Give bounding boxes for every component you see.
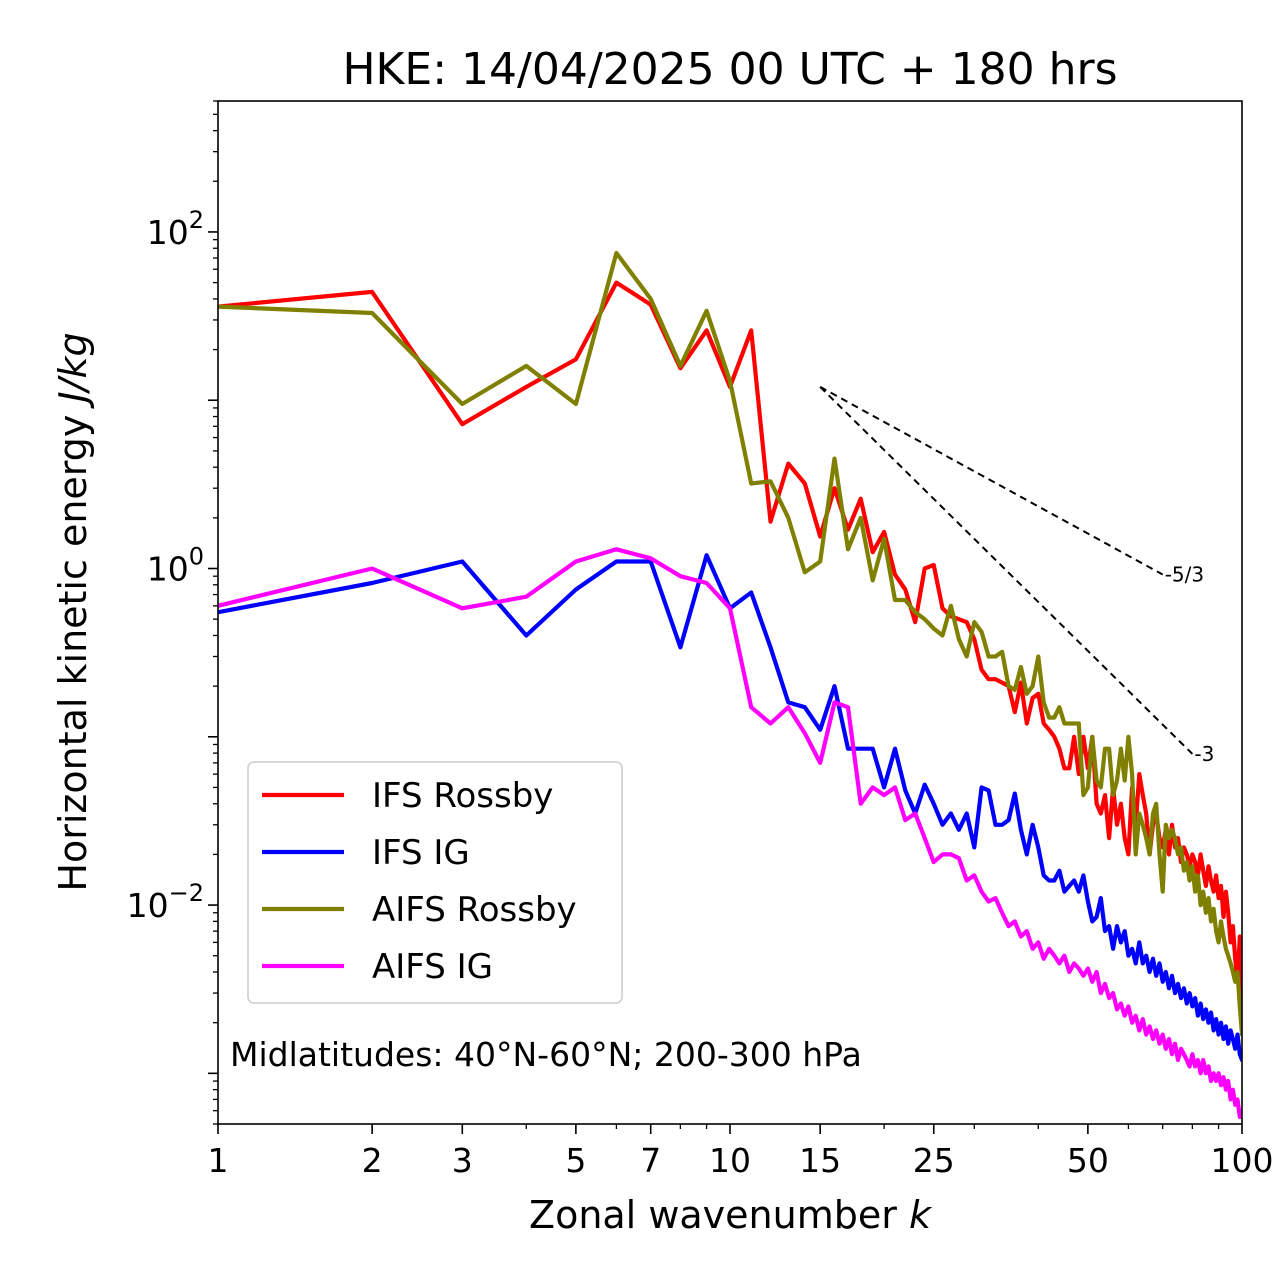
x-tick-label-25: 25 xyxy=(913,1141,955,1180)
series-line-3 xyxy=(218,250,1242,1037)
region-annotation: Midlatitudes: 40°N-60°N; 200-300 hPa xyxy=(230,1035,862,1074)
reference-slope-line-1 xyxy=(819,386,1164,576)
legend-label-2: IFS IG xyxy=(372,833,470,873)
legend: IFS Rossby IFS IG AIFS Rossby AIFS IG xyxy=(247,761,623,1004)
x-tick-label-15: 15 xyxy=(799,1141,841,1180)
x-tick-label-50: 50 xyxy=(1067,1141,1109,1180)
y-axis-label-text: Horizontal kinetic energy xyxy=(51,403,95,892)
y-tick-label-1: 102 xyxy=(147,206,204,252)
x-axis-label-text: Zonal wavenumber xyxy=(529,1193,909,1237)
reference-slope-line-2 xyxy=(819,386,1194,755)
x-tick-label-3: 3 xyxy=(452,1141,473,1180)
y-tick-label-2: 100 xyxy=(147,543,204,589)
reference-slope-layer: -5/3 -3 xyxy=(819,386,1214,766)
legend-items: IFS Rossby IFS IG AIFS Rossby AIFS IG xyxy=(262,776,577,987)
x-tick-label-5: 5 xyxy=(565,1141,586,1180)
legend-label-3: AIFS Rossby xyxy=(372,890,577,930)
axis-ticks: 1 2 3 5 7 10 15 25 50 100 102 100 10−2 xyxy=(127,100,1274,1180)
series-line-4 xyxy=(218,547,1242,1120)
y-axis-label: Horizontal kinetic energy J/kg xyxy=(51,332,95,891)
x-axis-label: Zonal wavenumber k xyxy=(529,1193,933,1237)
x-tick-label-2: 2 xyxy=(362,1141,383,1180)
y-axis-label-unit: J/kg xyxy=(51,332,95,409)
x-tick-label-1: 1 xyxy=(208,1141,229,1180)
series-layer xyxy=(218,250,1242,1120)
reference-slope-label-2: -3 xyxy=(1194,742,1214,766)
chart-title: HKE: 14/04/2025 00 UTC + 180 hrs xyxy=(342,44,1117,95)
x-axis-label-variable: k xyxy=(909,1193,933,1237)
legend-label-1: IFS Rossby xyxy=(372,776,553,816)
legend-label-4: AIFS IG xyxy=(372,947,493,987)
reference-slope-label-1: -5/3 xyxy=(1165,563,1204,587)
legend-box xyxy=(247,761,623,1004)
x-tick-label-10: 10 xyxy=(709,1141,751,1180)
y-tick-label-3: 10−2 xyxy=(127,879,204,925)
x-tick-label-100: 100 xyxy=(1211,1141,1274,1180)
x-tick-label-7: 7 xyxy=(640,1141,661,1180)
